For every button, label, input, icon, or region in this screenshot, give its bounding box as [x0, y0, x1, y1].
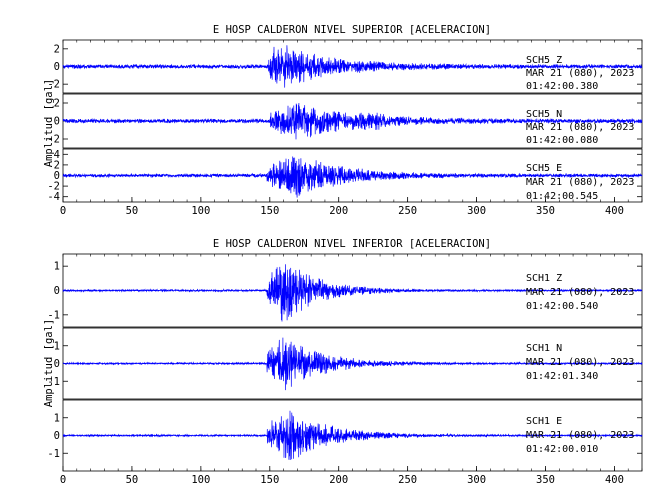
- y-tick-label: 0: [54, 116, 60, 128]
- y-tick-label: -1: [47, 309, 60, 321]
- y-tick-label: -1: [47, 376, 60, 388]
- x-tick-label: 350: [536, 474, 555, 486]
- x-tick-label: 50: [126, 474, 139, 486]
- waveform-trace: [62, 45, 643, 88]
- y-tick-label: -2: [47, 79, 60, 91]
- channel-label: SCH1 N: [526, 343, 562, 354]
- panel-sch1-z: -1 0 1 SCH1 Z MAR 21 (080), 2023 01:42:00.…: [47, 253, 643, 328]
- channel-label: SCH1 E: [526, 416, 562, 427]
- x-tick-label: 200: [329, 205, 348, 217]
- time-label: 01:42:01.340: [526, 371, 598, 382]
- x-tick-label: 400: [605, 474, 624, 486]
- figure-inferior: E HOSP CALDERON NIVEL INFERIOR [ACELERAC…: [43, 238, 643, 486]
- y-tick-label: 0: [54, 170, 60, 182]
- time-label: 01:42:00.545: [526, 191, 598, 202]
- y-tick-label: 2: [54, 159, 60, 171]
- y-tick-label: 1: [54, 340, 60, 352]
- waveform-trace: [62, 264, 643, 322]
- x-tick-label: 350: [536, 205, 555, 217]
- y-tick-label: 0: [54, 61, 60, 73]
- x-axis-inferior: 0 50 100 150 200 250 300 350 400: [60, 254, 643, 486]
- channel-label: SCH1 Z: [526, 273, 562, 284]
- x-tick-label: 100: [191, 205, 210, 217]
- y-tick-label: -1: [47, 448, 60, 460]
- date-label: MAR 21 (080), 2023: [526, 122, 634, 133]
- x-tick-label: 150: [260, 474, 279, 486]
- x-tick-label: 400: [605, 205, 624, 217]
- x-tick-label: 0: [60, 205, 66, 217]
- channel-label: SCH5 E: [526, 163, 562, 174]
- date-label: MAR 21 (080), 2023: [526, 177, 634, 188]
- y-ticks: -2 0 2: [47, 43, 642, 91]
- x-tick-label: 100: [191, 474, 210, 486]
- date-label: MAR 21 (080), 2023: [526, 430, 634, 441]
- y-tick-label: 0: [54, 430, 60, 442]
- x-tick-label: 300: [467, 474, 486, 486]
- figure-title-superior: E HOSP CALDERON NIVEL SUPERIOR [ACELERAC…: [213, 24, 491, 36]
- x-tick-label: 250: [398, 205, 417, 217]
- channel-label: SCH5 Z: [526, 55, 562, 66]
- y-axis-label-inferior: Amplitud [gal]: [43, 319, 55, 408]
- x-tick-label: 300: [467, 205, 486, 217]
- x-tick-label: 150: [260, 205, 279, 217]
- y-tick-label: -2: [47, 181, 60, 193]
- channel-label: SCH5 N: [526, 109, 562, 120]
- figure-title-inferior: E HOSP CALDERON NIVEL INFERIOR [ACELERAC…: [213, 238, 491, 250]
- figure-superior: E HOSP CALDERON NIVEL SUPERIOR [ACELERAC…: [43, 24, 643, 217]
- x-tick-label: 200: [329, 474, 348, 486]
- y-tick-label: 0: [54, 285, 60, 297]
- y-tick-label: -4: [47, 191, 60, 203]
- panel-sch1-n: -1 0 1 SCH1 N MAR 21 (080), 2023 01:42:01.…: [47, 327, 643, 400]
- panel-sch5-n: -2 0 2 SCH5 N MAR 21 (080), 2023 01:42:00.…: [47, 93, 643, 149]
- y-tick-label: -2: [47, 134, 60, 146]
- x-tick-label: 0: [60, 474, 66, 486]
- y-tick-label: 1: [54, 261, 60, 273]
- x-tick-label: 250: [398, 474, 417, 486]
- time-label: 01:42:00.080: [526, 135, 598, 146]
- y-axis-label-superior: Amplitud [gal]: [43, 79, 55, 168]
- waveform-trace: [62, 102, 643, 140]
- panel-sch5-z: -2 0 2 SCH5 Z MAR 21 (080), 2023 01:42:00.…: [47, 39, 643, 94]
- date-label: MAR 21 (080), 2023: [526, 68, 634, 79]
- waveform-trace: [62, 410, 643, 461]
- x-axis-superior: 0 50 100 150 200 250 300 350 400: [60, 40, 643, 217]
- y-ticks: -1 0 1: [47, 261, 642, 321]
- y-tick-label: 4: [54, 149, 60, 161]
- date-label: MAR 21 (080), 2023: [526, 357, 634, 368]
- time-label: 01:42:00.540: [526, 301, 598, 312]
- y-tick-label: 0: [54, 358, 60, 370]
- y-tick-label: 2: [54, 98, 60, 110]
- date-label: MAR 21 (080), 2023: [526, 287, 634, 298]
- waveform-trace: [62, 156, 643, 198]
- x-tick-label: 50: [126, 205, 139, 217]
- waveform-trace: [62, 337, 643, 391]
- y-tick-label: 2: [54, 43, 60, 55]
- time-label: 01:42:00.380: [526, 81, 598, 92]
- y-ticks: -1 0 1: [47, 340, 642, 388]
- y-tick-label: 1: [54, 412, 60, 424]
- time-label: 01:42:00.010: [526, 444, 598, 455]
- panel-sch1-e: -1 0 1 SCH1 E MAR 21 (080), 2023 01:42:00.…: [47, 399, 643, 472]
